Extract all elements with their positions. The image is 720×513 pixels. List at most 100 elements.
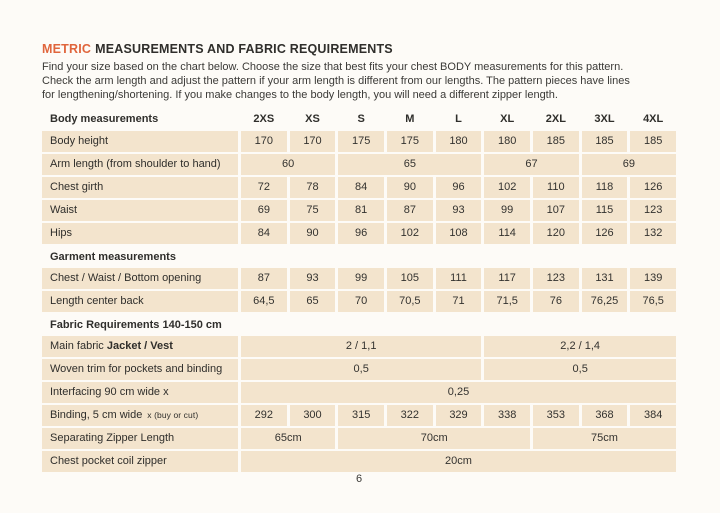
page-title-rest: MEASUREMENTS AND FABRIC REQUIREMENTS bbox=[95, 42, 393, 56]
value-cell: 123 bbox=[630, 199, 676, 221]
value-group: 170 170 175 175 180 180 185 185 185 bbox=[241, 130, 676, 152]
intro-line: for lengthening/shortening. If you make … bbox=[42, 88, 558, 101]
section-header: Fabric Requirements 140-150 cm bbox=[50, 318, 222, 331]
value-cell: 115 bbox=[581, 199, 628, 221]
value-cell: 90 bbox=[387, 176, 433, 198]
value-cell: 70cm bbox=[338, 427, 530, 449]
size-column-header: 2XS bbox=[253, 112, 275, 125]
size-column-header: XL bbox=[500, 112, 515, 125]
value-cell: 175 bbox=[338, 130, 384, 152]
intro-line: Check the arm length and adjust the patt… bbox=[42, 74, 630, 87]
table-row: Chest girth 72 78 84 90 96 102 110 118 126 bbox=[42, 176, 676, 198]
value-cell: 117 bbox=[484, 267, 530, 289]
value-group: 20cm bbox=[241, 450, 676, 472]
size-column-header: M bbox=[405, 112, 415, 125]
value-cell: 0,25 bbox=[241, 381, 676, 403]
value-cell: 329 bbox=[435, 404, 482, 426]
row-label: Main fabric Jacket / Vest bbox=[42, 335, 238, 357]
value-cell: 0,5 bbox=[484, 358, 676, 380]
value-group: 60 65 67 69 bbox=[241, 153, 676, 175]
size-table: Body measurements 2XS XS S M L XL 2XL 3XL 4XL Body… bbox=[42, 111, 676, 472]
size-column-header: 4XL bbox=[643, 112, 664, 125]
value-group: 0,25 bbox=[241, 381, 676, 403]
size-column-header: L bbox=[455, 112, 462, 125]
value-cell: 368 bbox=[581, 404, 628, 426]
value-cell: 2,2 / 1,4 bbox=[484, 335, 676, 357]
value-cell: 81 bbox=[338, 199, 384, 221]
row-label: Separating Zipper Length bbox=[42, 427, 238, 449]
table-row: Arm length (from shoulder to hand) 60 65 67… bbox=[42, 153, 676, 175]
value-group: 292 300 315 322 329 338 353 368 384 bbox=[241, 404, 676, 426]
row-label: Arm length (from shoulder to hand) bbox=[42, 153, 238, 175]
value-cell: 67 bbox=[484, 153, 579, 175]
value-cell: 118 bbox=[581, 176, 628, 198]
row-label: Interfacing 90 cm wide x bbox=[42, 381, 238, 403]
value-cell: 175 bbox=[387, 130, 433, 152]
row-label: Woven trim for pockets and binding bbox=[42, 358, 238, 380]
table-row: Length center back 64,5 65 70 70,5 71 71,5 76 76… bbox=[42, 290, 676, 312]
value-cell: 111 bbox=[435, 267, 482, 289]
value-cell: 20cm bbox=[241, 450, 676, 472]
table-header-row: Body measurements 2XS XS S M L XL 2XL 3XL 4XL bbox=[42, 111, 676, 128]
value-cell: 65cm bbox=[241, 427, 336, 449]
value-cell: 139 bbox=[630, 267, 676, 289]
table-row: Chest pocket coil zipper 20cm bbox=[42, 450, 676, 472]
column-header-label: Body measurements bbox=[50, 112, 159, 125]
value-group: 64,5 65 70 70,5 71 71,5 76 76,25 76,5 bbox=[241, 290, 676, 312]
value-cell: 108 bbox=[435, 222, 482, 244]
row-label: Hips bbox=[42, 222, 238, 244]
value-cell: 64,5 bbox=[241, 290, 287, 312]
value-cell: 71,5 bbox=[484, 290, 530, 312]
value-cell: 185 bbox=[581, 130, 628, 152]
row-label: Binding, 5 cm wide x (buy or cut) bbox=[42, 404, 238, 426]
value-cell: 300 bbox=[289, 404, 336, 426]
table-section-row: Fabric Requirements 140-150 cm bbox=[42, 314, 676, 334]
table-row: Body height 170 170 175 175 180 180 185 185 185 bbox=[42, 130, 676, 152]
value-cell: 99 bbox=[484, 199, 530, 221]
value-group: 84 90 96 102 108 114 120 126 132 bbox=[241, 222, 676, 244]
value-cell: 292 bbox=[241, 404, 287, 426]
value-cell: 126 bbox=[630, 176, 676, 198]
table-row: Interfacing 90 cm wide x 0,25 bbox=[42, 381, 676, 403]
table-row: Hips 84 90 96 102 108 114 120 126 132 bbox=[42, 222, 676, 244]
table-row: Chest / Waist / Bottom opening 87 93 99 105 1… bbox=[42, 267, 676, 289]
row-label: Body height bbox=[42, 130, 238, 152]
value-cell: 170 bbox=[241, 130, 287, 152]
value-cell: 70 bbox=[338, 290, 384, 312]
value-group: 0,5 0,5 bbox=[241, 358, 676, 380]
value-cell: 72 bbox=[241, 176, 287, 198]
size-column-header: XS bbox=[305, 112, 320, 125]
value-cell: 69 bbox=[241, 199, 287, 221]
value-cell: 185 bbox=[630, 130, 676, 152]
value-cell: 110 bbox=[533, 176, 579, 198]
table-row: Binding, 5 cm wide x (buy or cut) 292 300 3… bbox=[42, 404, 676, 426]
table-section-row: Garment measurements bbox=[42, 246, 676, 266]
value-cell: 322 bbox=[387, 404, 433, 426]
value-cell: 71 bbox=[435, 290, 482, 312]
value-cell: 180 bbox=[435, 130, 482, 152]
value-cell: 84 bbox=[241, 222, 287, 244]
value-cell: 76,5 bbox=[630, 290, 676, 312]
section-header: Garment measurements bbox=[50, 250, 176, 263]
value-cell: 170 bbox=[289, 130, 336, 152]
value-cell: 123 bbox=[533, 267, 579, 289]
page-title: METRIC MEASUREMENTS AND FABRIC REQUIREMEN… bbox=[42, 42, 676, 56]
value-cell: 78 bbox=[289, 176, 336, 198]
value-cell: 315 bbox=[338, 404, 384, 426]
value-cell: 384 bbox=[630, 404, 676, 426]
value-cell: 180 bbox=[484, 130, 530, 152]
row-label: Chest / Waist / Bottom opening bbox=[42, 267, 238, 289]
value-cell: 65 bbox=[338, 153, 482, 175]
value-cell: 102 bbox=[484, 176, 530, 198]
value-cell: 338 bbox=[484, 404, 530, 426]
value-cell: 96 bbox=[338, 222, 384, 244]
value-group: 2 / 1,1 2,2 / 1,4 bbox=[241, 335, 676, 357]
value-cell: 126 bbox=[581, 222, 628, 244]
value-cell: 96 bbox=[435, 176, 482, 198]
value-group: 87 93 99 105 111 117 123 131 139 bbox=[241, 267, 676, 289]
page-title-accent: METRIC bbox=[42, 42, 92, 56]
size-column-header: 2XL bbox=[545, 112, 566, 125]
value-cell: 93 bbox=[289, 267, 336, 289]
value-cell: 105 bbox=[387, 267, 433, 289]
value-cell: 107 bbox=[533, 199, 579, 221]
